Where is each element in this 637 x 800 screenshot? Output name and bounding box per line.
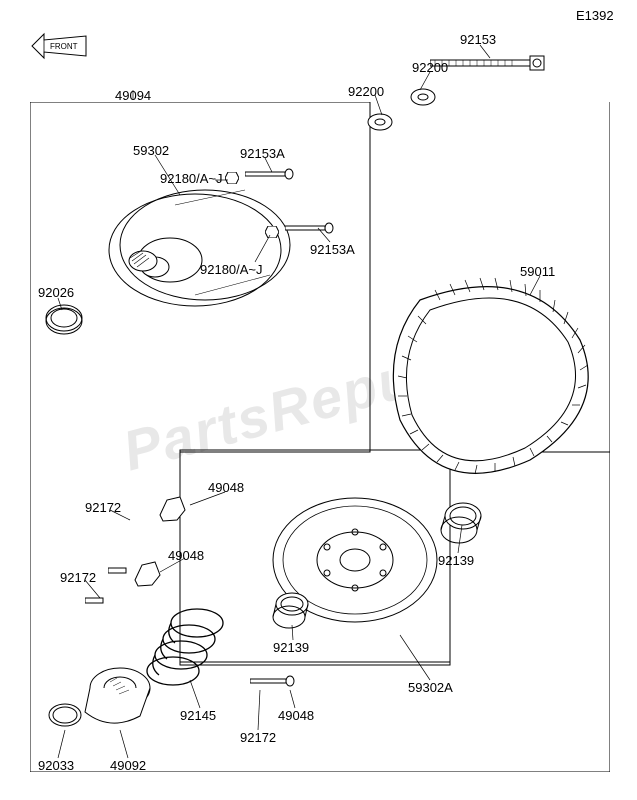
callout-l92172b: 92172	[60, 570, 96, 585]
callout-l92145: 92145	[180, 708, 216, 723]
callout-l92153Aa: 92153A	[240, 146, 285, 161]
callout-l92153: 92153	[460, 32, 496, 47]
leader-lines	[0, 0, 637, 800]
callout-l92200b: 92200	[348, 84, 384, 99]
callout-l92139a: 92139	[438, 553, 474, 568]
callout-l92180b: 92180/A~J	[200, 262, 263, 277]
callout-l49048a: 49048	[208, 480, 244, 495]
callout-l49094: 49094	[115, 88, 151, 103]
callout-l59302: 59302	[133, 143, 169, 158]
callout-l49048b: 49048	[168, 548, 204, 563]
callout-l92139b: 92139	[273, 640, 309, 655]
callout-l92200a: 92200	[412, 60, 448, 75]
callout-l59302A: 59302A	[408, 680, 453, 695]
callout-l92153Ab: 92153A	[310, 242, 355, 257]
callout-l49048c: 49048	[278, 708, 314, 723]
callout-l92180a: 92180/A~J	[160, 171, 223, 186]
callout-code: E1392	[576, 8, 614, 23]
callout-l49092: 49092	[110, 758, 146, 773]
callout-l92026: 92026	[38, 285, 74, 300]
callout-l92172c: 92172	[240, 730, 276, 745]
callout-l92033: 92033	[38, 758, 74, 773]
callout-l92172a: 92172	[85, 500, 121, 515]
callout-l59011: 59011	[520, 264, 555, 279]
